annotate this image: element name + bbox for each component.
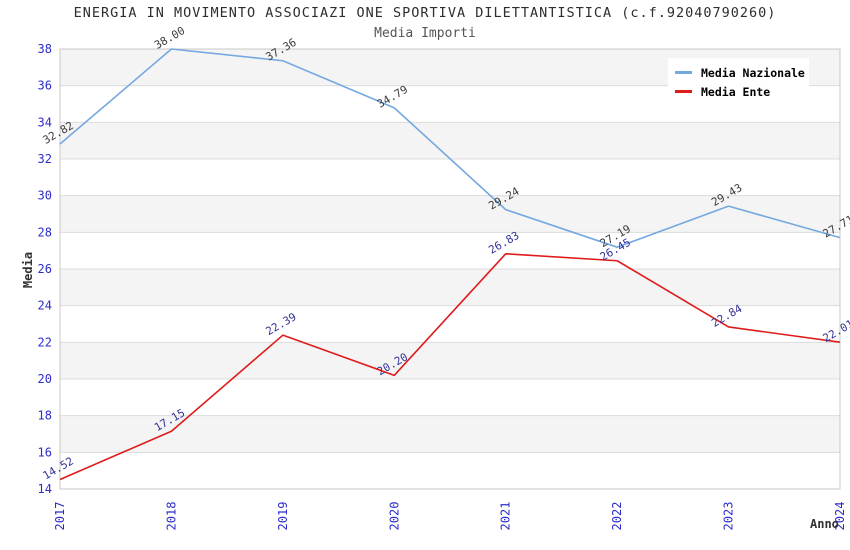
- y-tick-label: 16: [38, 445, 52, 459]
- y-tick-label: 30: [38, 189, 52, 203]
- x-tick-label: 2024: [833, 502, 847, 531]
- legend-item-media-ente[interactable]: Media Ente: [675, 82, 803, 101]
- plot-band: [60, 415, 840, 453]
- x-axis-title: Anno: [810, 517, 839, 531]
- y-tick-label: 34: [38, 115, 52, 129]
- media-nazionale-line-swatch: [675, 71, 692, 74]
- legend-item-media-nazionale[interactable]: Media Nazionale: [675, 63, 805, 82]
- y-tick-label: 38: [38, 42, 52, 56]
- y-tick-label: 26: [38, 262, 52, 276]
- y-tick-label: 22: [38, 335, 52, 349]
- plot-band: [60, 269, 840, 306]
- chart-subtitle: Media Importi: [374, 26, 476, 41]
- y-tick-label: 18: [38, 409, 52, 423]
- y-tick-label: 32: [38, 152, 52, 166]
- y-tick-label: 36: [38, 79, 52, 93]
- chart-title: ENERGIA IN MOVIMENTO ASSOCIAZI ONE SPORT…: [73, 5, 777, 21]
- plot-band: [60, 122, 840, 159]
- y-axis-title: Media: [21, 251, 35, 289]
- y-tick-label: 20: [38, 372, 52, 386]
- x-tick-label: 2017: [53, 502, 67, 531]
- plot-band: [60, 195, 840, 233]
- plot-border: [59, 48, 841, 490]
- media-ente-line-swatch: [675, 90, 692, 93]
- series-line-media-ente: [59, 252, 841, 481]
- y-tick-label: 28: [38, 225, 52, 239]
- legend: Media Nazionale Media Ente: [668, 58, 809, 103]
- x-tick-label: 2021: [499, 502, 513, 531]
- x-tick-label: 2020: [387, 502, 401, 531]
- legend-label-media-ente: Media Ente: [701, 84, 771, 99]
- data-label-media-nazionale: 38.00: [152, 24, 187, 52]
- plot-band: [60, 342, 840, 379]
- x-tick-label: 2019: [276, 502, 290, 531]
- data-label-media-ente: 22.39: [264, 310, 299, 338]
- y-tick-label: 14: [38, 482, 52, 496]
- x-tick-label: 2023: [722, 502, 736, 531]
- data-label-media-ente: 26.83: [486, 229, 521, 257]
- y-tick-label: 24: [38, 299, 52, 313]
- x-tick-label: 2022: [610, 502, 624, 531]
- legend-label-media-nazionale: Media Nazionale: [701, 65, 805, 80]
- series-line-media-nazionale: [59, 48, 841, 248]
- x-tick-label: 2018: [164, 502, 178, 531]
